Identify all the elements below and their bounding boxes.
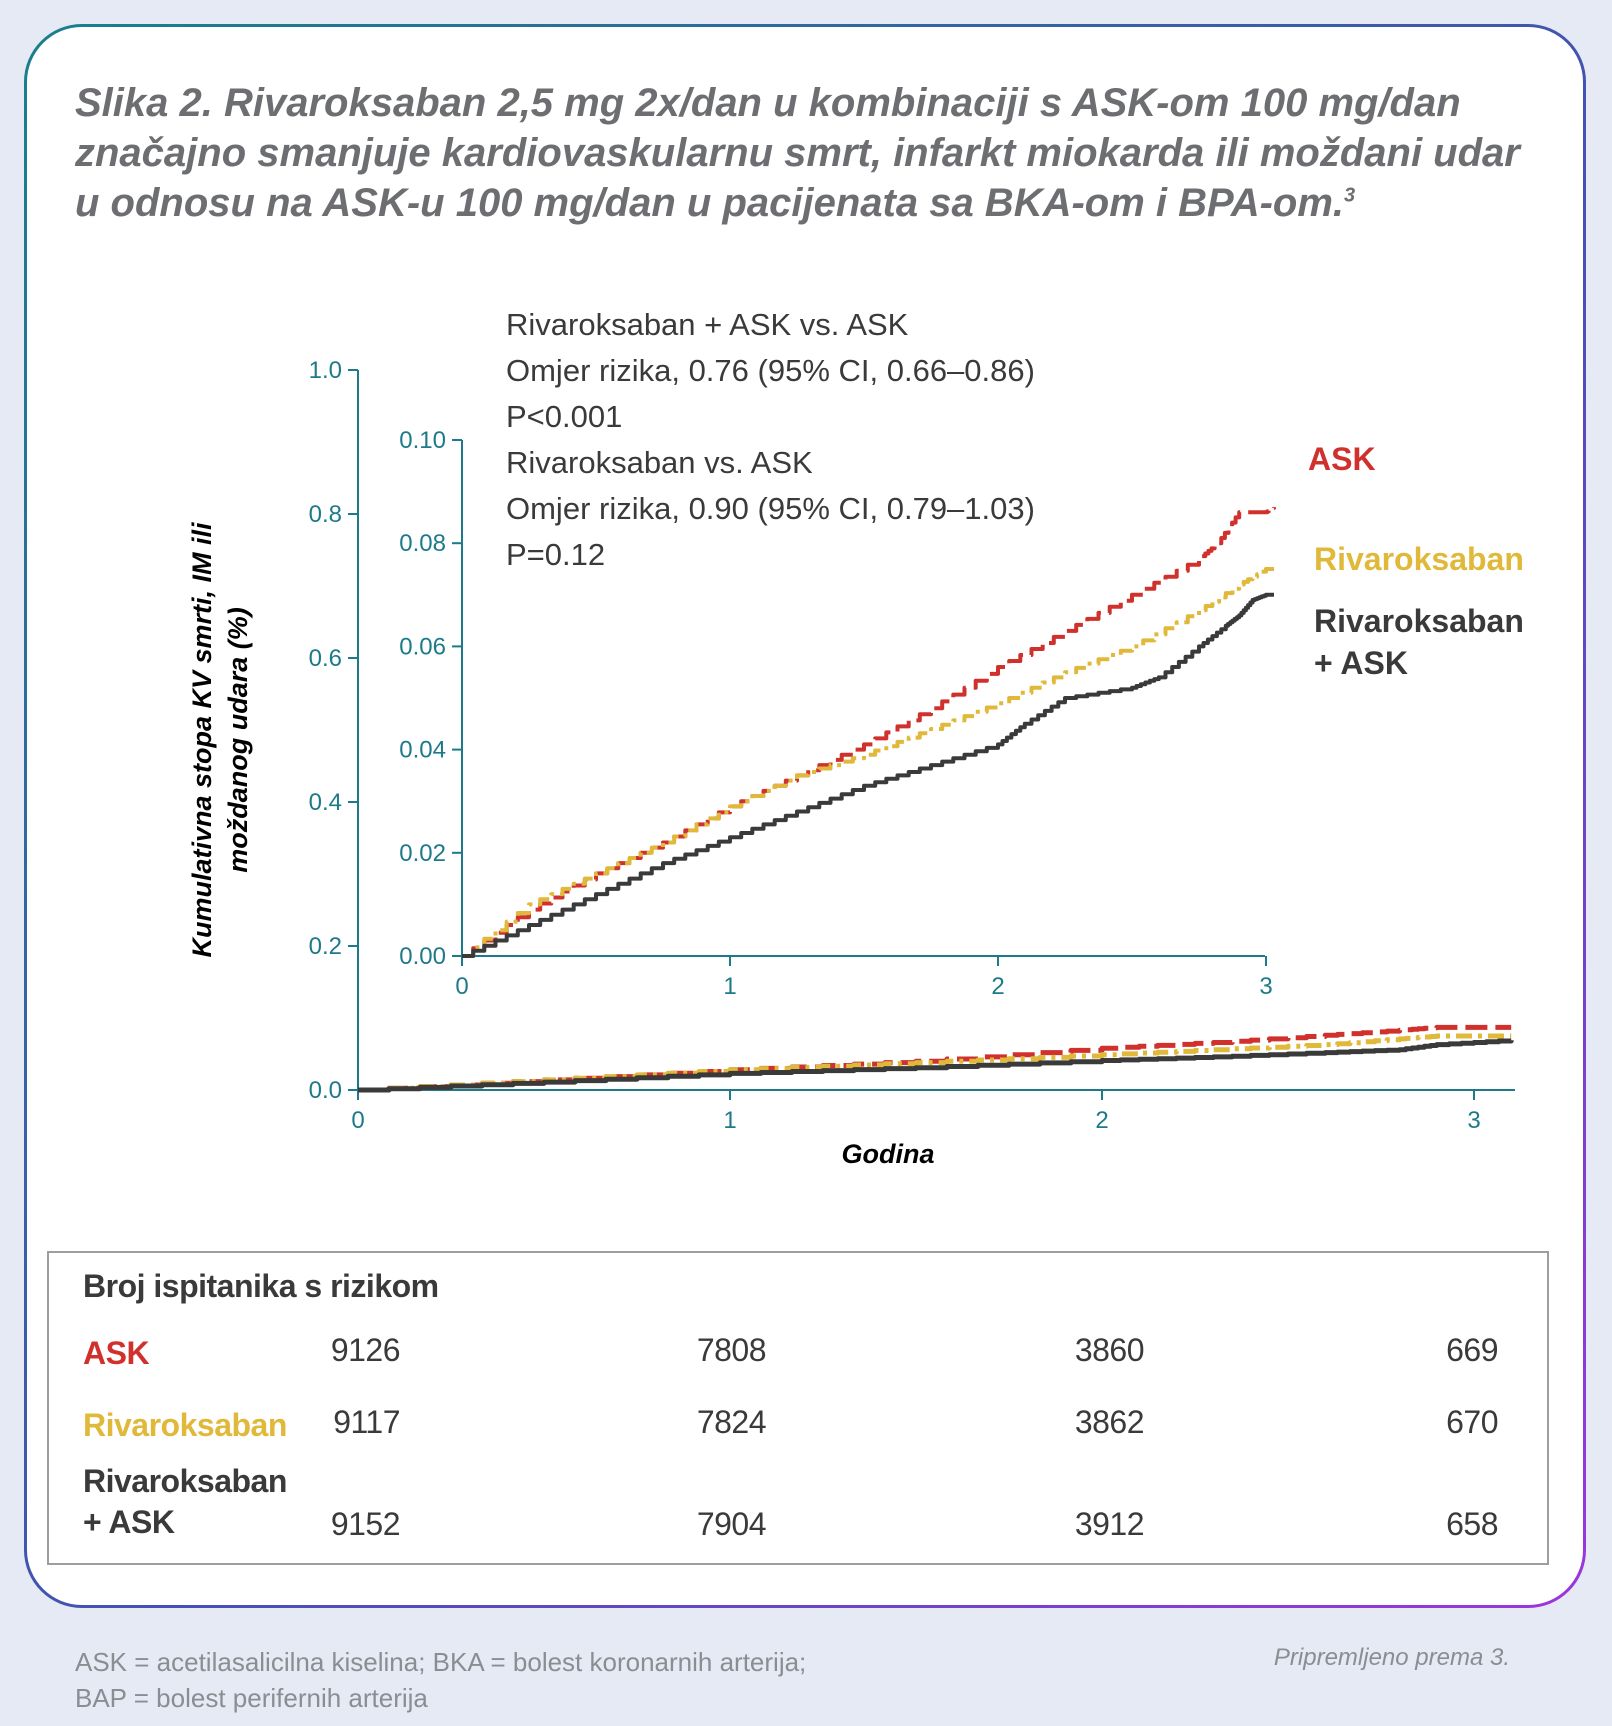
inset-y-tick-label: 0.02 <box>399 840 446 867</box>
inset-line-ask <box>462 505 1276 958</box>
main-x-tick-label: 2 <box>1095 1107 1108 1134</box>
inset-annotation: Rivaroksaban vs. ASK <box>506 445 813 480</box>
legend-combo-line-2: + ASK <box>1314 645 1408 681</box>
risk-table-cell: 7904 <box>696 1506 767 1542</box>
main-y-tick-label: 1.0 <box>309 357 342 384</box>
inset-x-tick-label: 0 <box>455 973 468 1000</box>
risk-row-label: ASK <box>83 1335 150 1371</box>
inset-axes: 0.00 0.02 0.04 0.06 0.08 0.10 0 1 2 3 <box>399 427 1272 1000</box>
legend-combo-line-1: Rivaroksaban <box>1314 603 1524 639</box>
risk-row-label: Rivaroksaban <box>83 1407 287 1443</box>
inset-y-tick-label: 0.00 <box>399 943 446 970</box>
main-x-tick-label: 3 <box>1467 1107 1480 1134</box>
inset-line-rivaroksaban <box>462 567 1275 958</box>
inset-annotation: Rivaroksaban + ASK vs. ASK <box>506 307 909 342</box>
legend-rivaroksaban: Rivaroksaban <box>1314 541 1524 577</box>
inset-annotation: Omjer rizika, 0.90 (95% CI, 0.79–1.03) <box>506 491 1035 526</box>
y-axis-label: Kumulativna stopa KV smrti, IM ili moždan… <box>187 522 253 958</box>
risk-table-cell: 3912 <box>1074 1506 1145 1542</box>
risk-table-cell: 670 <box>1446 1404 1498 1440</box>
risk-row-label-line-2: + ASK <box>83 1504 175 1540</box>
inset-y-tick-label: 0.04 <box>399 737 446 764</box>
main-lines <box>358 1024 1514 1093</box>
risk-table-cell: 669 <box>1446 1332 1498 1368</box>
figure-title: Slika 2. Rivaroksaban 2,5 mg 2x/dan u ko… <box>75 78 1555 228</box>
risk-table-cell: 7808 <box>696 1332 767 1368</box>
inset-y-tick-label: 0.06 <box>399 633 446 660</box>
main-y-tick-label: 0.6 <box>309 645 342 672</box>
main-x-tick-label: 1 <box>723 1107 736 1134</box>
inset-x-tick-label: 3 <box>1259 973 1272 1000</box>
risk-table-heading: Broj ispitanika s rizikom <box>83 1268 439 1304</box>
inset-x-tick-label: 1 <box>723 973 736 1000</box>
source-note: Pripremljeno prema 3. <box>1273 1644 1510 1671</box>
main-x-tick-label: 0 <box>351 1107 364 1134</box>
legend-ask: ASK <box>1308 441 1376 477</box>
y-axis-label-line-2: moždanog udara (%) <box>223 607 253 873</box>
title-reference: 3 <box>1344 184 1356 207</box>
inset-line-combo <box>462 592 1275 958</box>
risk-table-cell: 658 <box>1446 1506 1498 1542</box>
inset-x-tick-label: 2 <box>991 973 1004 1000</box>
inset-y-tick-label: 0.08 <box>399 530 446 557</box>
inset-annotations: Rivaroksaban + ASK vs. ASK Omjer rizika, … <box>506 307 1035 572</box>
main-line-combo <box>358 1038 1514 1093</box>
footnote: ASK = acetilasalicilna kiselina; BKA = b… <box>75 1644 806 1716</box>
risk-table-cell: 7824 <box>696 1404 767 1440</box>
figure-title-text: Slika 2. Rivaroksaban 2,5 mg 2x/dan u ko… <box>75 81 1520 225</box>
main-line-ask <box>358 1024 1512 1093</box>
risk-table-cell: 9152 <box>330 1506 401 1542</box>
chart-labels: Kumulativna stopa KV smrti, IM ili moždan… <box>187 441 1524 1169</box>
main-y-tick-label: 0.8 <box>309 501 342 528</box>
x-axis-label: Godina <box>842 1139 935 1169</box>
inset-annotation: Omjer rizika, 0.76 (95% CI, 0.66–0.86) <box>506 353 1035 388</box>
inset-y-tick-label: 0.10 <box>399 427 446 454</box>
risk-row-label-line-1: Rivaroksaban <box>83 1463 287 1499</box>
risk-row-label: Rivaroksaban + ASK <box>83 1463 287 1541</box>
risk-table-cell: 3860 <box>1074 1332 1145 1368</box>
footnote-line-1: ASK = acetilasalicilna kiselina; BKA = b… <box>75 1647 807 1677</box>
inset-annotation: P<0.001 <box>506 399 622 434</box>
risk-table-cell: 9126 <box>330 1332 401 1368</box>
main-axes: 0.0 0.2 0.4 0.6 0.8 1.0 0 1 2 3 <box>309 357 1515 1134</box>
main-y-tick-label: 0.0 <box>309 1077 342 1104</box>
chart-svg: 0.00.20.40.60.81.00 1 2 3 0.000.020.040.060… <box>187 307 1524 1169</box>
risk-table-cell: 3862 <box>1074 1404 1145 1440</box>
main-y-tick-label: 0.4 <box>309 789 342 816</box>
footnote-line-2: BAP = bolest perifernih arterija <box>75 1683 428 1713</box>
risk-table <box>47 1251 1549 1565</box>
risk-table-cell: 9117 <box>333 1404 400 1440</box>
y-axis-label-line-1: Kumulativna stopa KV smrti, IM ili <box>187 522 217 958</box>
main-y-tick-label: 0.2 <box>309 933 342 960</box>
inset-annotation: P=0.12 <box>506 537 605 572</box>
inset-lines <box>462 505 1276 958</box>
